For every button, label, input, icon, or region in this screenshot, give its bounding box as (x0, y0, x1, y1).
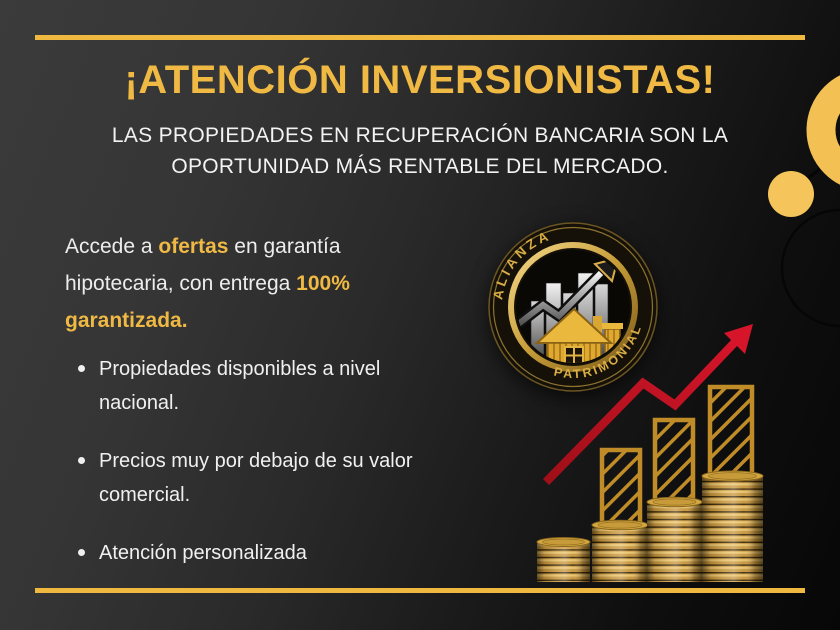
intro-text-1: Accede a (65, 235, 159, 258)
gold-ring-shape (806, 75, 840, 185)
coin-stack (701, 470, 764, 582)
bullet-icon (78, 365, 85, 372)
intro-text-2: en garantía hipotecaria, con entrega (65, 235, 341, 295)
list-item-text: Precios muy por debajo de su valor comer… (99, 450, 413, 506)
intro-paragraph: Accede a ofertas en garantía hipotecaria… (65, 228, 395, 339)
tower-cap-icon (602, 323, 623, 329)
subtitle-line-1: LAS PROPIEDADES EN RECUPERACIÓN BANCARIA… (111, 124, 729, 147)
bottom-divider (35, 588, 805, 593)
page-title: ¡ATENCIÓN INVERSIONISTAS! (124, 58, 716, 102)
subtitle-line-2: OPORTUNIDAD MÁS RENTABLE DEL MERCADO. (171, 155, 669, 178)
page-subtitle: LAS PROPIEDADES EN RECUPERACIÓN BANCARIA… (0, 120, 840, 182)
gold-dot-shape (768, 171, 814, 217)
intro-highlight-100: 100% (296, 272, 350, 295)
red-arrowhead-icon (724, 324, 753, 354)
bullet-icon (78, 549, 85, 556)
thin-circle-outline (780, 208, 840, 328)
logo-trend-arrow-highlight (517, 270, 604, 328)
top-divider (35, 35, 805, 40)
bullet-icon (78, 457, 85, 464)
hatched-bar (599, 447, 643, 533)
list-item-text: Propiedades disponibles a nivel nacional… (99, 358, 381, 414)
coin-stack (591, 519, 649, 582)
hatched-bar (707, 384, 755, 488)
list-item: Precios muy por debajo de su valor comer… (72, 444, 417, 512)
brand-logo: ALIANZA PATRIMONIAL (488, 222, 658, 392)
coin-stack (536, 537, 591, 582)
red-trend-arrow (542, 324, 753, 485)
list-item: Atención personalizada (72, 536, 417, 570)
benefits-list: Propiedades disponibles a nivel nacional… (72, 352, 417, 594)
hatched-bar-chart (599, 384, 755, 533)
intro-highlight-garantizada: garantizada. (65, 309, 188, 332)
hatched-bar (652, 417, 696, 513)
chimney-icon (593, 316, 602, 334)
list-item: Propiedades disponibles a nivel nacional… (72, 352, 417, 420)
coin-stacks (536, 470, 764, 582)
logo-rim-ring (492, 226, 654, 388)
logo-inner-gold-ring (508, 242, 638, 372)
intro-highlight-ofertas: ofertas (158, 235, 229, 258)
list-item-text: Atención personalizada (99, 542, 307, 564)
coin-stack (646, 496, 703, 582)
growth-illustration (536, 324, 764, 582)
